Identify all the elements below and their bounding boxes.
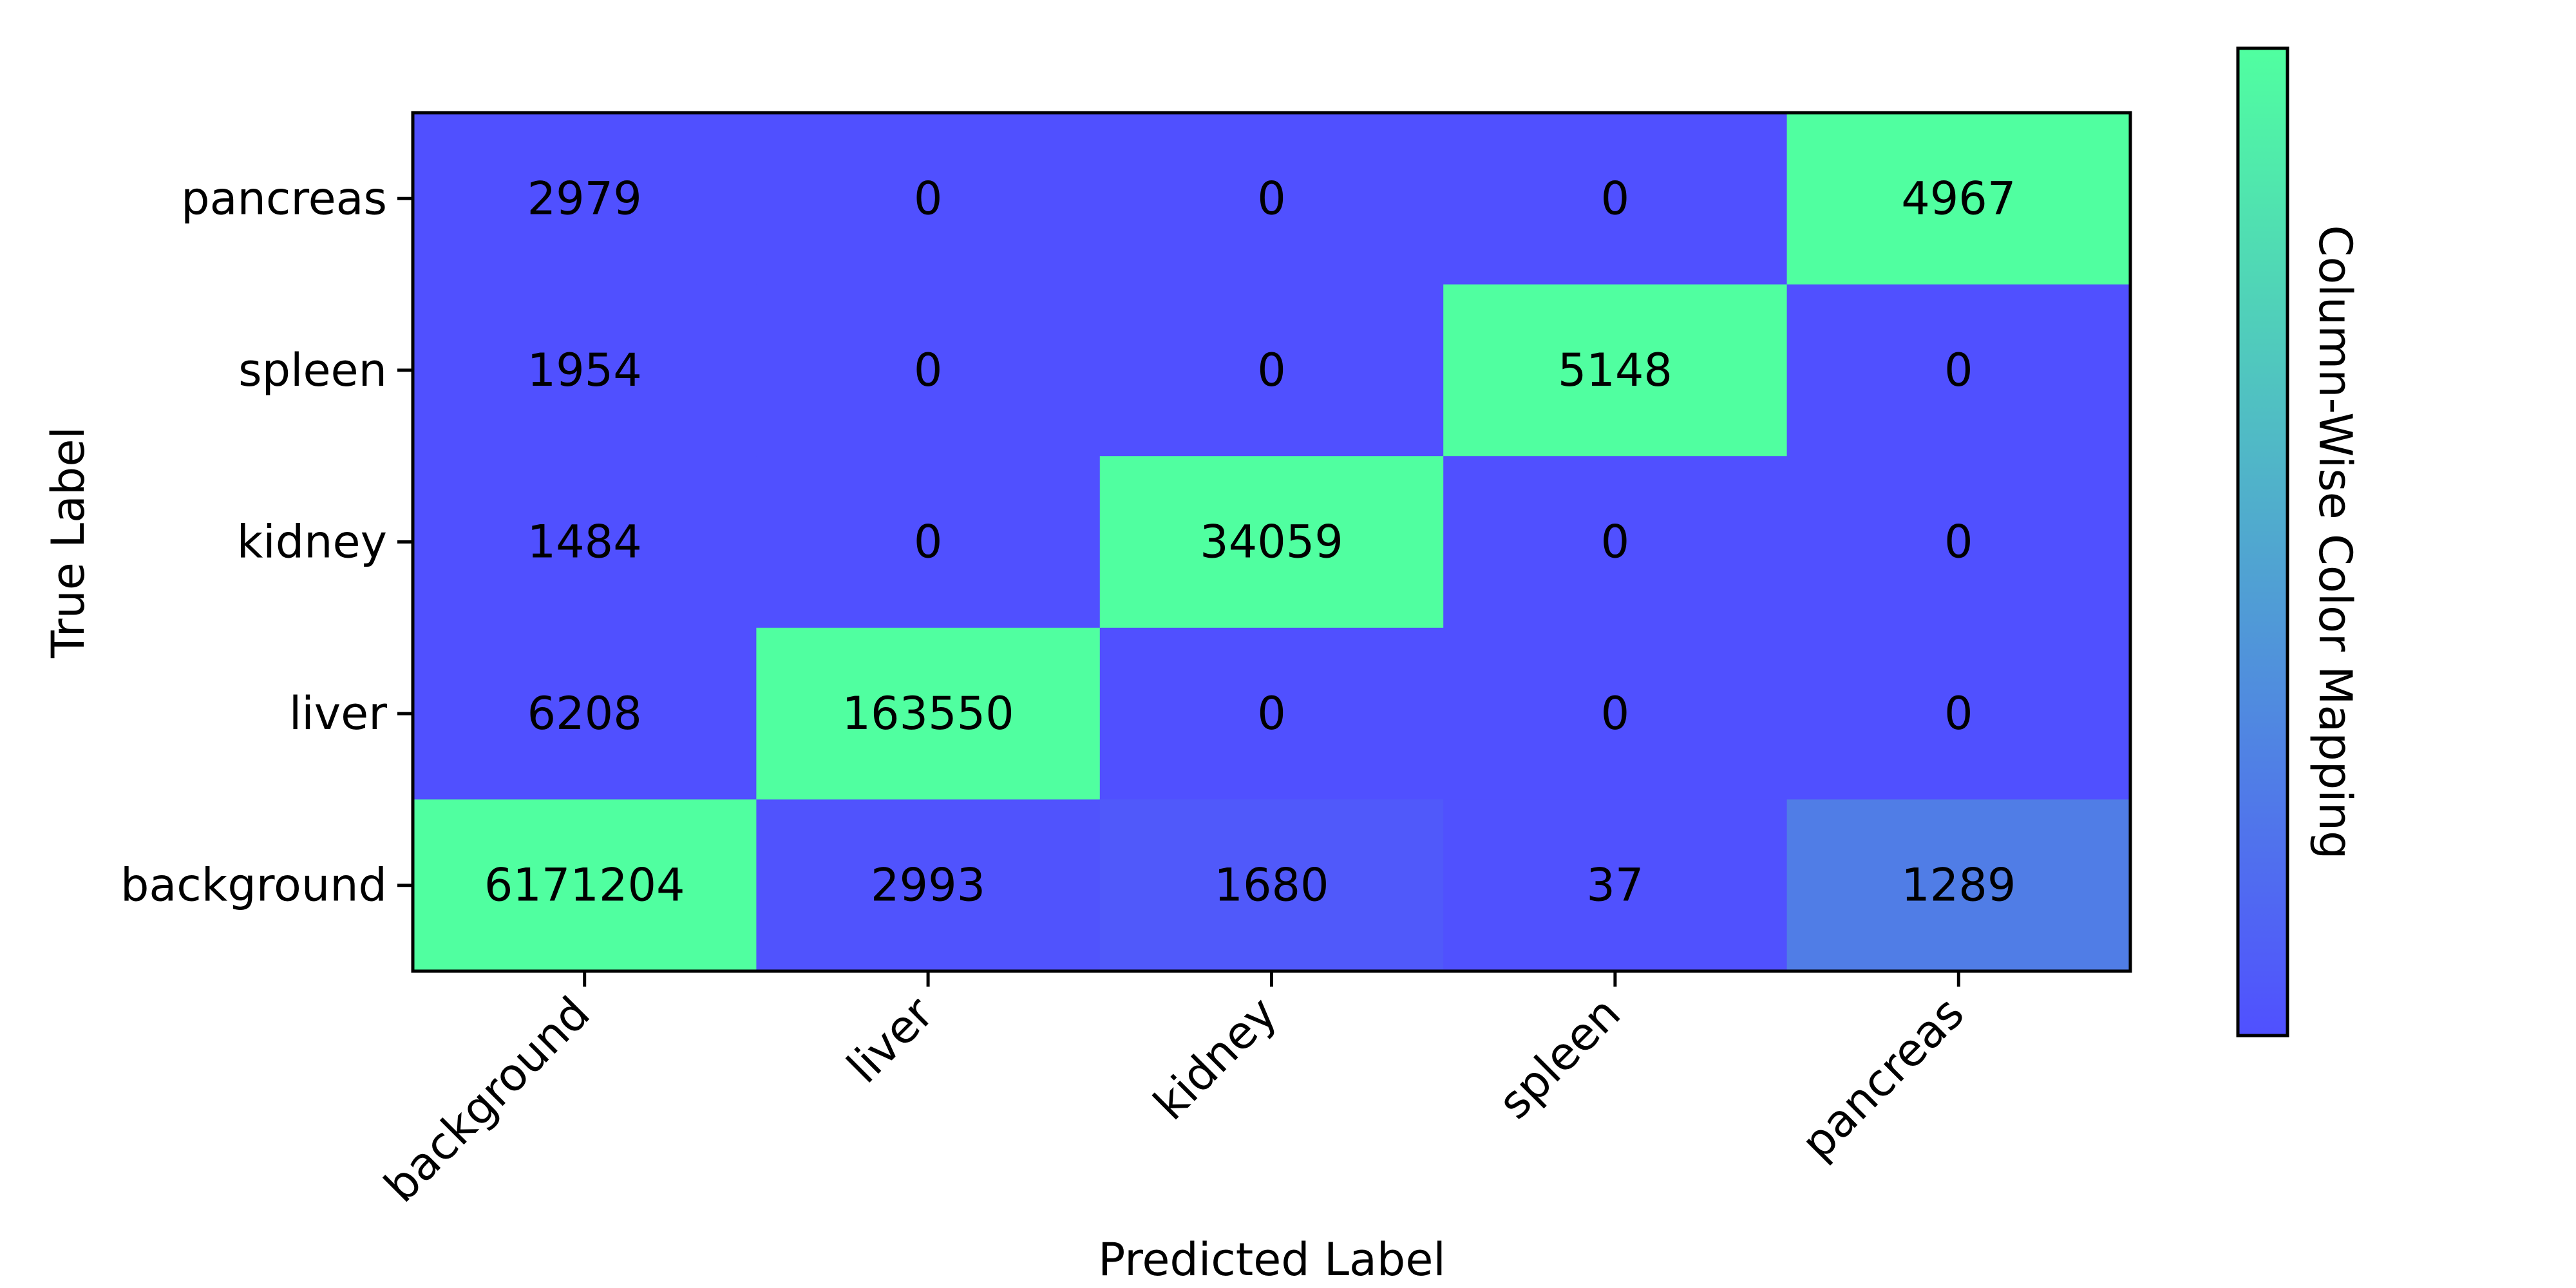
cell-value-label: 0 — [1257, 687, 1286, 740]
cell-value-label: 0 — [914, 172, 943, 225]
cell-value-label: 34059 — [1200, 516, 1343, 569]
cell-value-label: 6171204 — [484, 859, 685, 912]
cell-value-label: 2993 — [871, 859, 985, 912]
heatmap-cell — [756, 113, 1101, 285]
x-tick-label: spleen — [1488, 987, 1631, 1129]
cell-value-label: 0 — [1601, 172, 1630, 225]
cell-value-label: 0 — [1944, 687, 1973, 740]
heatmap-cell — [1786, 799, 2131, 972]
x-axis-ticks: background liver kidney spleen pancreas — [374, 971, 1974, 1213]
x-tick-label: background — [374, 987, 600, 1213]
heatmap-cell — [1443, 284, 1788, 457]
heatmap-cell — [1099, 627, 1444, 800]
y-axis-ticks: pancreas spleen kidney liver background — [120, 172, 413, 912]
x-tick-label: kidney — [1144, 987, 1287, 1130]
cell-value-label: 0 — [1601, 687, 1630, 740]
colorbar-title: Column-Wise Color Mapping — [2309, 225, 2362, 860]
heatmap-cell — [1786, 284, 2131, 457]
heatmap-cell — [1099, 113, 1444, 285]
heatmap-cell — [1443, 799, 1788, 972]
y-tick-label: spleen — [238, 344, 387, 397]
y-tick-label: background — [120, 859, 387, 912]
heatmap-cell — [413, 456, 757, 629]
cell-value-label: 0 — [1257, 344, 1286, 397]
cell-value-label: 1289 — [1901, 859, 2016, 912]
heatmap-cell — [413, 113, 757, 285]
heatmap-cells — [413, 113, 2131, 972]
heatmap-cell — [1443, 456, 1788, 629]
heatmap-cell — [1786, 456, 2131, 629]
heatmap-cell — [756, 284, 1101, 457]
heatmap-cell — [1443, 627, 1788, 800]
y-tick-label: pancreas — [181, 172, 387, 225]
cell-value-label: 6208 — [527, 687, 642, 740]
cell-value-label: 4967 — [1901, 172, 2016, 225]
heatmap-cell — [413, 284, 757, 457]
heatmap-cell — [1443, 113, 1788, 285]
cell-value-label: 1680 — [1214, 859, 1329, 912]
cell-value-label: 1954 — [527, 344, 642, 397]
cell-value-label: 0 — [914, 516, 943, 569]
heatmap-cell — [1099, 284, 1444, 457]
cell-value-label: 5148 — [1558, 344, 1672, 397]
cell-value-label: 163550 — [842, 687, 1014, 740]
y-tick-label: kidney — [237, 516, 387, 569]
heatmap-cell — [413, 627, 757, 800]
cell-value-label: 1484 — [527, 516, 642, 569]
heatmap-cell — [1099, 456, 1444, 629]
heatmap-cell — [1786, 113, 2131, 285]
colorbar — [2236, 46, 2289, 1037]
heatmap-cell — [756, 799, 1101, 972]
heatmap-cell — [1099, 799, 1444, 972]
cell-value-label: 0 — [1257, 172, 1286, 225]
heatmap-cell — [1786, 627, 2131, 800]
x-tick-label: pancreas — [1791, 987, 1974, 1170]
cell-value-label: 2979 — [527, 172, 642, 225]
cell-value-label: 0 — [1601, 516, 1630, 569]
heatmap-cell — [756, 627, 1101, 800]
cell-value-label: 0 — [1944, 516, 1973, 569]
heatmap-cell — [413, 799, 757, 972]
cell-value-label: 37 — [1586, 859, 1643, 912]
cell-value-label: 0 — [1944, 344, 1973, 397]
cell-value-label: 0 — [914, 344, 943, 397]
y-tick-label: liver — [289, 687, 387, 740]
heatmap-cell — [756, 456, 1101, 629]
heatmap-cell-labels: 2979 0 0 0 4967 1954 0 0 5148 0 1484 0 34059 0 0 6208 16… — [484, 172, 2016, 911]
y-axis-title: True Label — [42, 426, 95, 659]
x-tick-label: liver — [837, 987, 944, 1094]
x-axis-title: Predicted Label — [1098, 1233, 1446, 1286]
